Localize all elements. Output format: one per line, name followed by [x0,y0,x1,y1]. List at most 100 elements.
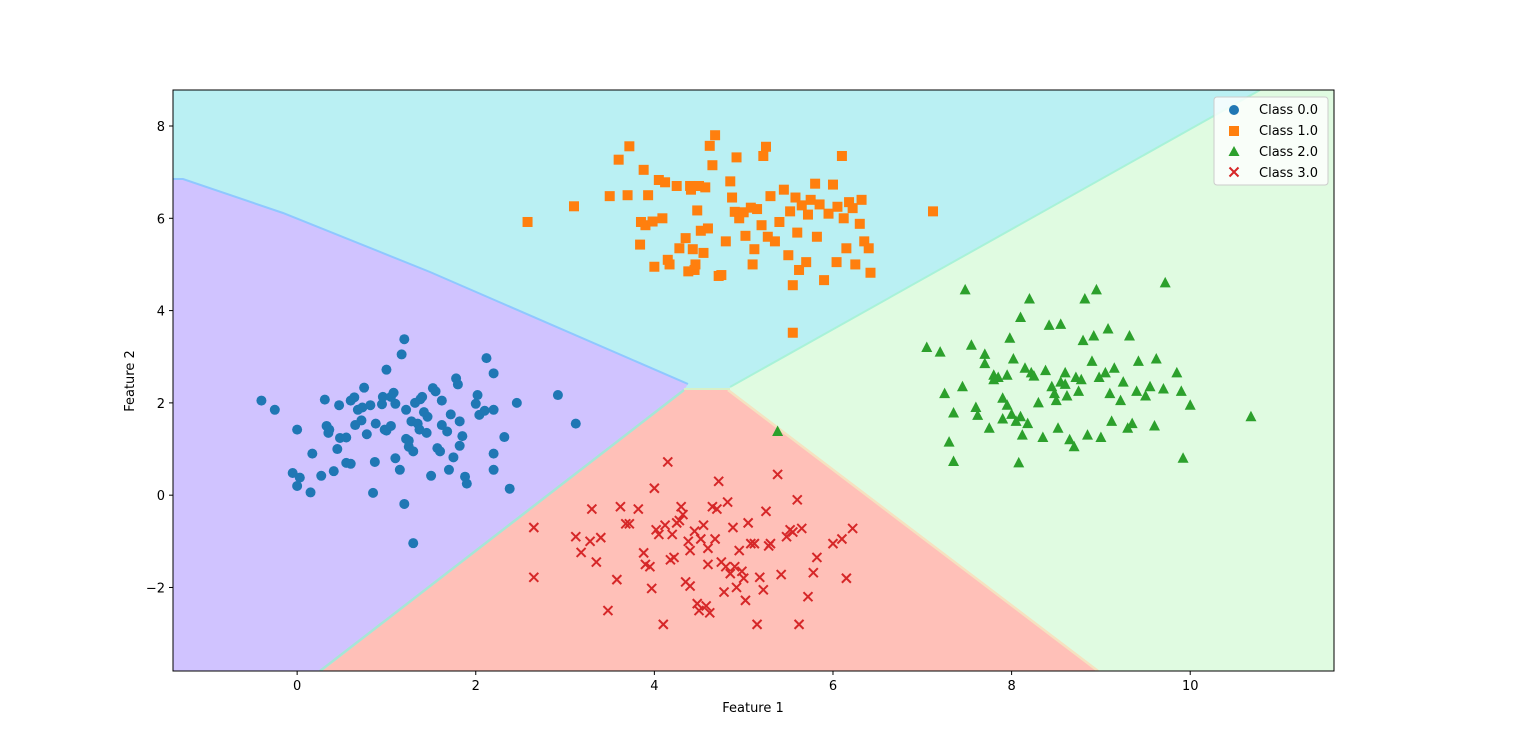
data-point [622,190,633,201]
data-point [1148,419,1160,431]
data-point [921,341,933,353]
data-point [390,398,401,409]
data-point [667,529,678,540]
data-point [1059,366,1071,378]
data-point [294,472,305,483]
data-point [790,192,801,203]
data-point [457,431,468,442]
x-marker-icon [1228,166,1240,178]
data-point [810,178,821,189]
data-point [369,456,380,467]
data-point [841,573,852,584]
boundary-1-2 [729,90,1261,388]
data-point [586,503,598,515]
data-point [1093,371,1105,383]
data-point [1079,293,1091,304]
y-tick-label: 6 [157,212,165,227]
data-point [658,619,669,630]
data-point [793,619,805,630]
data-point [939,387,951,399]
data-point [1115,394,1127,406]
data-point [624,518,635,529]
boundary-2-3 [727,389,1099,671]
data-point [1059,378,1071,389]
data-point [613,154,624,165]
data-point [814,199,825,210]
data-point [390,453,401,464]
data-point [838,213,849,224]
data-point [399,498,410,509]
data-point [1095,431,1107,442]
data-point [934,346,946,357]
data-point [704,140,715,151]
data-point [727,522,739,533]
data-point [454,440,465,451]
data-point [1006,408,1018,419]
data-point [856,194,867,205]
data-point [683,536,694,547]
data-point [765,191,776,202]
data-point [499,432,510,443]
data-point [334,400,345,411]
legend-label: Class 2.0 [1259,145,1318,160]
data-point [1022,417,1034,429]
data-point [671,180,682,191]
data-point [865,267,876,278]
data-point [1028,370,1040,381]
data-point [653,529,665,540]
data-point [749,244,760,255]
data-point [442,426,453,437]
x-tick-label: 4 [650,679,658,694]
data-point [677,509,689,520]
data-point [684,545,696,556]
data-point [772,425,784,436]
legend: Class 0.0 Class 1.0 Class 2.0 Class 3.0 [1213,96,1329,186]
data-point [738,573,749,584]
data-point [702,223,713,234]
data-point [418,407,429,418]
data-point [1102,323,1114,334]
data-point [604,191,615,202]
data-point [850,259,861,270]
data-point [452,379,463,390]
y-tick-label: 4 [157,305,165,320]
data-point [794,264,805,275]
legend-item-class-0: Class 0.0 [1229,103,1318,118]
data-point [778,184,789,195]
data-point [847,203,858,214]
legend-label: Class 3.0 [1259,166,1318,181]
data-point [841,243,852,254]
data-point [1015,410,1027,422]
region-class-3 [322,390,1098,671]
data-point [399,334,410,345]
data-point [668,552,680,563]
data-point [1086,355,1098,366]
data-point [1075,373,1087,385]
data-point [742,517,754,529]
data-point [1043,319,1055,330]
data-point [740,595,751,606]
data-point [1055,318,1067,329]
data-point [983,422,995,433]
data-point [504,483,515,494]
data-point [1082,429,1094,440]
data-point [749,538,760,549]
data-point [1004,332,1016,343]
data-point [568,201,579,212]
decision-regions [173,90,1334,671]
data-point [827,179,838,190]
data-point [997,413,1009,424]
data-point [702,543,714,554]
data-point [1077,334,1089,346]
data-point [684,580,696,592]
y-tick-label: 2 [157,397,165,412]
data-point [1015,311,1027,323]
data-point [595,532,606,543]
data-point [357,402,368,413]
data-point [787,327,798,338]
data-point [756,220,767,231]
data-point [854,218,865,229]
data-point [718,586,730,598]
data-point [709,533,721,545]
data-point [725,176,736,187]
